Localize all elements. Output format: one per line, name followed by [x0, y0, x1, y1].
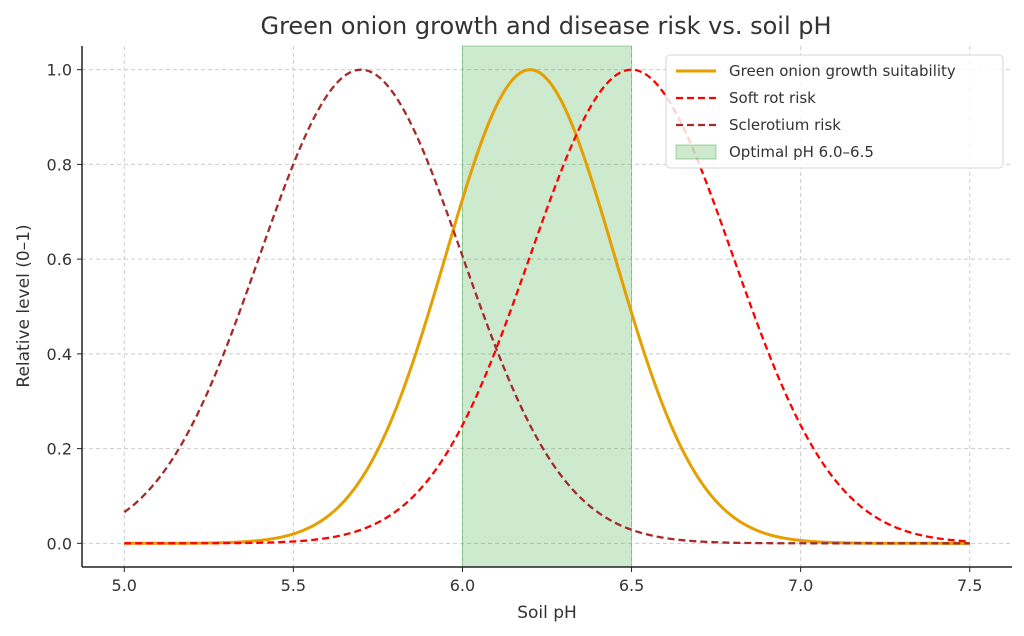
optimal-ph-band: [461, 45, 633, 568]
shaded-region-layer: [461, 45, 633, 568]
y-tick-label: 0.8: [47, 155, 72, 174]
series-line-1: [124, 68, 970, 545]
legend-label: Green onion growth suitability: [729, 62, 956, 80]
series-line-2: [123, 68, 970, 545]
axes: [81, 46, 1012, 568]
x-tick-label: 6.0: [450, 576, 475, 595]
x-tick-label: 7.5: [957, 576, 982, 595]
y-tick-label: 0.4: [47, 345, 72, 364]
legend-label: Optimal pH 6.0–6.5: [729, 143, 874, 161]
x-tick-label: 7.0: [788, 576, 813, 595]
y-tick-label: 0.0: [47, 534, 72, 553]
ticks: 5.0 5.5 6.0 6.5 7.0 7.5 0.0 0.2 0.4 0.6 0.8 1.0: [47, 61, 983, 595]
chart-title: Green onion growth and disease risk vs. …: [260, 12, 831, 40]
legend: Green onion growth suitability Soft rot r…: [665, 54, 1004, 169]
x-tick-label: 5.0: [112, 576, 137, 595]
y-tick-label: 0.6: [47, 250, 72, 269]
series-line-0: [124, 68, 970, 545]
x-tick-label: 6.5: [619, 576, 644, 595]
legend-label: Soft rot risk: [729, 89, 816, 107]
x-axis-label: Soil pH: [517, 603, 577, 623]
legend-swatch: [675, 144, 717, 160]
legend-label: Sclerotium risk: [729, 116, 841, 134]
y-tick-label: 0.2: [47, 440, 72, 459]
x-tick-label: 5.5: [281, 576, 306, 595]
series-layer: [123, 68, 970, 545]
legend-box: [665, 54, 1004, 169]
y-axis-label: Relative level (0–1): [14, 224, 34, 387]
y-tick-label: 1.0: [47, 61, 72, 80]
